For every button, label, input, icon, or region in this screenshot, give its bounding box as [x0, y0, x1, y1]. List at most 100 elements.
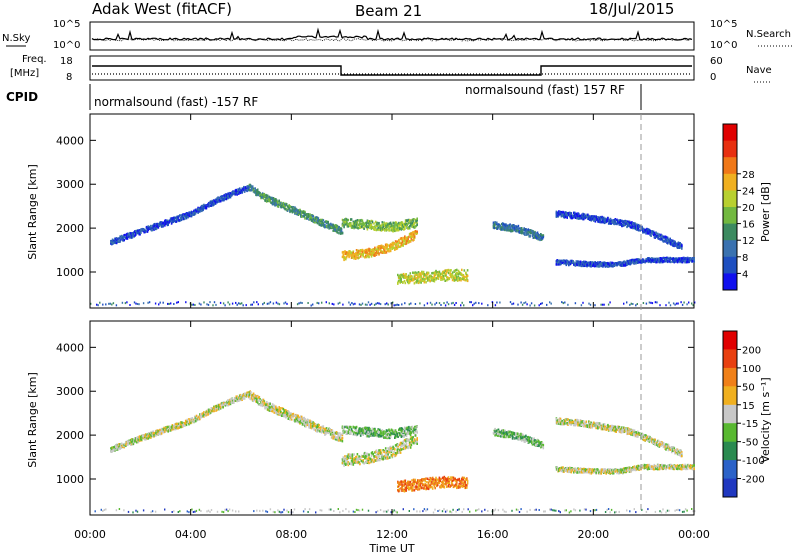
echo-cell [398, 239, 400, 242]
echo-cell [614, 262, 617, 265]
echo-cell [555, 214, 558, 217]
echo-cell [466, 279, 469, 283]
ground-cell [342, 303, 344, 306]
echo-cell [663, 258, 666, 262]
echo-cell [368, 224, 370, 227]
echo-cell [122, 235, 125, 238]
echo-cell [563, 215, 565, 219]
echo-cell [679, 242, 681, 245]
echo-cell [412, 277, 415, 280]
echo-cell [296, 419, 299, 422]
echo-cell [271, 403, 274, 406]
echo-cell [638, 258, 641, 261]
echo-cell [355, 249, 358, 252]
echo-cell [347, 225, 350, 228]
echo-cell [408, 227, 411, 230]
echo-cell [263, 192, 266, 196]
echo-cell [305, 425, 307, 428]
echo-cell [333, 229, 335, 232]
echo-cell [286, 205, 289, 208]
echo-cell [310, 214, 313, 217]
echo-cell [355, 222, 358, 225]
echo-cell [148, 432, 150, 435]
echo-cell [148, 435, 150, 438]
echo-band [341, 217, 418, 233]
echo-cell [492, 221, 495, 224]
echo-cell [230, 401, 233, 404]
echo-cell [348, 428, 350, 431]
echo-cell [203, 413, 205, 416]
echo-cell [378, 252, 380, 255]
echo-cell [658, 258, 661, 261]
echo-cell [380, 244, 383, 247]
ground-cell [227, 301, 229, 304]
nsky-tick-bottom: 10^0 [53, 40, 80, 51]
echo-cell [563, 262, 565, 265]
echo-cell [630, 262, 632, 265]
echo-cell [370, 434, 373, 437]
echo-cell [233, 400, 235, 404]
noise-panel-frame [89, 21, 695, 51]
ground-cell [410, 302, 412, 305]
echo-cell [352, 220, 355, 223]
echo-cell [233, 399, 235, 402]
echo-cell [658, 261, 661, 264]
echo-cell [581, 214, 583, 217]
echo-cell [404, 227, 406, 230]
echo-cell [172, 220, 174, 223]
echo-cell [381, 223, 384, 226]
echo-cell [658, 233, 661, 236]
echo-cell [291, 415, 294, 418]
echo-cell [686, 260, 688, 264]
echo-cell [359, 428, 361, 432]
echo-cell [649, 229, 651, 233]
echo-cell [376, 248, 379, 251]
echo-cell [395, 246, 398, 249]
echo-cell [681, 247, 683, 250]
echo-cell [371, 221, 374, 224]
echo-cell [416, 223, 418, 226]
echo-cell [511, 227, 514, 230]
echo-cell [607, 218, 609, 222]
echo-cell [123, 234, 125, 237]
echo-cell [611, 219, 613, 222]
echo-cell [180, 425, 183, 429]
echo-cell [459, 272, 461, 275]
echo-cell [343, 430, 345, 433]
echo-cell [435, 271, 437, 274]
echo-cell [256, 396, 258, 399]
echo-cell [408, 232, 411, 236]
echo-cell [421, 278, 424, 281]
echo-cell [435, 278, 437, 281]
echo-cell [679, 257, 681, 260]
echo-cell [336, 231, 339, 234]
echo-cell [456, 268, 458, 272]
echo-cell [600, 216, 602, 220]
echo-cell [339, 433, 342, 437]
echo-cell [657, 234, 660, 238]
echo-cell [407, 281, 410, 285]
echo-cell [578, 262, 581, 265]
echo-cell [351, 256, 354, 259]
echo-cell [679, 260, 681, 264]
echo-cell [148, 226, 150, 230]
ground-cell [396, 303, 398, 306]
echo-cell [302, 210, 305, 213]
echo-cell [291, 211, 294, 214]
ground-cell [481, 302, 483, 305]
ground-cell [582, 301, 584, 304]
echo-cell [387, 249, 389, 252]
echo-cell [570, 214, 573, 218]
echo-cell [432, 271, 435, 275]
echo-cell [576, 260, 578, 263]
echo-cell [346, 426, 349, 429]
echo-cell [203, 206, 205, 209]
freq-label-2: [MHz] [10, 68, 39, 79]
echo-cell [660, 236, 662, 240]
echo-cell [593, 215, 596, 218]
echo-cell [583, 264, 586, 267]
echo-cell [384, 227, 386, 231]
y-tick-label: 1000 [56, 266, 84, 279]
ground-cell [463, 304, 465, 307]
echo-cell [401, 227, 404, 230]
